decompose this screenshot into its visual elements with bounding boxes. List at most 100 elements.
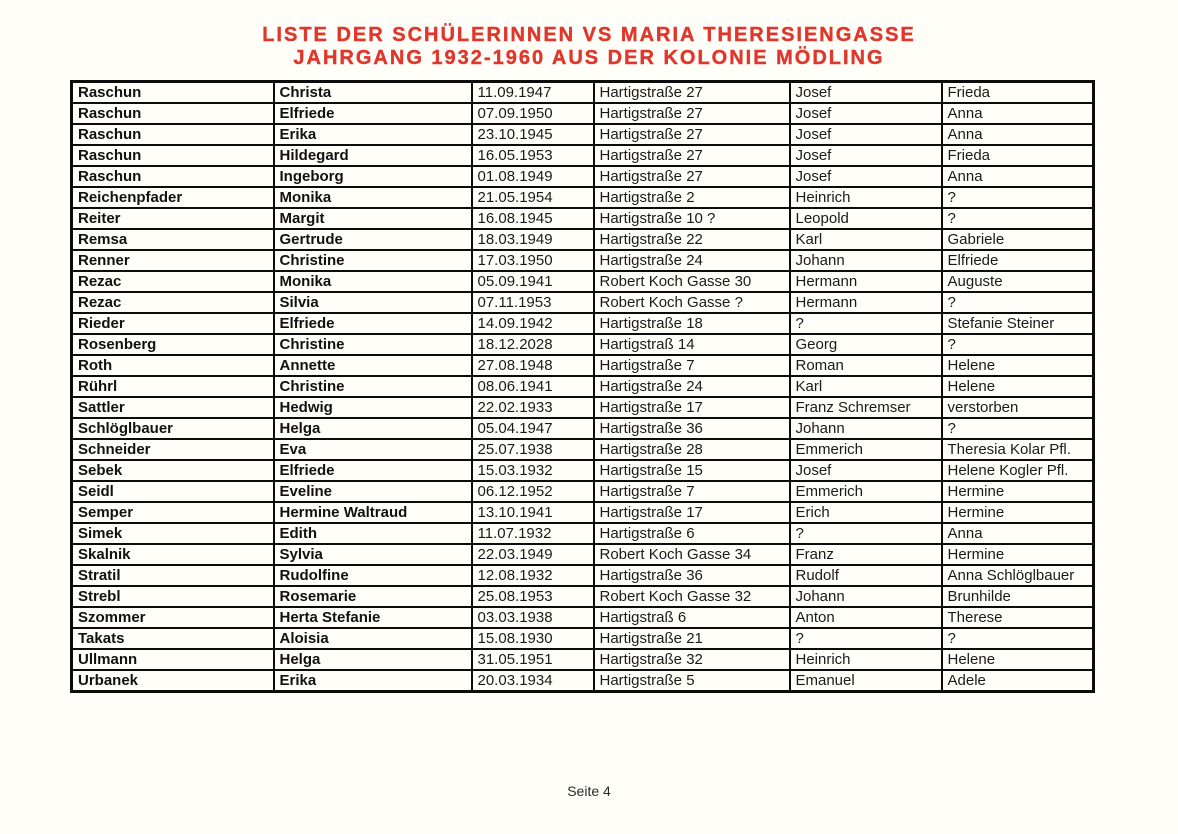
cell-first_name: Helga [272,417,473,440]
table-row: Takats Aloisia 15.08.1930 Hartigstraße 21?? [70,627,1095,650]
cell-father: ? [788,522,943,545]
cell-last_name: Rieder [70,312,275,335]
cell-address: Hartigstraße 7 [592,354,791,377]
cell-father: Anton [788,606,943,629]
cell-mother: ? [940,417,1095,440]
cell-last_name: Reiter [70,207,275,230]
cell-birth_date: 14.09.1942 [470,312,595,335]
cell-first_name: Elfriede [272,312,473,335]
cell-address: Hartigstraße 27 [592,123,791,146]
cell-first_name: Aloisia [272,627,473,650]
cell-last_name: Urbanek [70,669,275,693]
cell-birth_date: 08.06.1941 [470,375,595,398]
table-row: Raschun Erika 23.10.1945 Hartigstraße 27 Jos… [70,123,1095,146]
cell-first_name: Rosemarie [272,585,473,608]
page-title: LISTE DER SCHÜLERINNEN VS MARIA THERESIE… [0,24,1178,70]
cell-mother: Anna [940,165,1095,188]
cell-birth_date: 22.03.1949 [470,543,595,566]
cell-father: Josef [788,165,943,188]
cell-mother: ? [940,186,1095,209]
table-row: Rührl Christine 08.06.1941 Hartigstraße 24 K… [70,375,1095,398]
cell-first_name: Edith [272,522,473,545]
cell-first_name: Eveline [272,480,473,503]
cell-address: Hartigstraße 36 [592,564,791,587]
cell-first_name: Christa [272,80,473,104]
cell-birth_date: 31.05.1951 [470,648,595,671]
cell-father: Johann [788,249,943,272]
cell-father: Josef [788,102,943,125]
cell-last_name: Schlöglbauer [70,417,275,440]
cell-birth_date: 16.08.1945 [470,207,595,230]
table-row: Raschun Hildegard 16.05.1953 Hartigstraße 2… [70,144,1095,167]
cell-last_name: Takats [70,627,275,650]
cell-mother: verstorben [940,396,1095,419]
cell-mother: Helene [940,375,1095,398]
cell-last_name: Szommer [70,606,275,629]
cell-first_name: Christine [272,249,473,272]
cell-mother: Hermine [940,480,1095,503]
cell-address: Hartigstraße 17 [592,396,791,419]
table-row: Schneider Eva 25.07.1938 Hartigstraße 28 Emm… [70,438,1095,461]
cell-first_name: Monika [272,270,473,293]
cell-first_name: Hermine Waltraud [272,501,473,524]
cell-father: Erich [788,501,943,524]
cell-address: Hartigstraße 21 [592,627,791,650]
cell-first_name: Herta Stefanie [272,606,473,629]
cell-address: Hartigstraße 27 [592,102,791,125]
cell-mother: Anna [940,102,1095,125]
table-row: Sebek Elfriede 15.03.1932 Hartigstraße 15 Jo… [70,459,1095,482]
student-table: Raschun Christa 11.09.1947 Hartigstraße 27 J… [70,80,1095,693]
cell-mother: ? [940,333,1095,356]
cell-last_name: Rezac [70,270,275,293]
cell-first_name: Hildegard [272,144,473,167]
table-row: Reichenpfader Monika 21.05.1954 Hartigstraß… [70,186,1095,209]
cell-first_name: Silvia [272,291,473,314]
cell-father: Rudolf [788,564,943,587]
table-row: Skalnik Sylvia 22.03.1949 Robert Koch Gasse… [70,543,1095,566]
cell-birth_date: 11.09.1947 [470,80,595,104]
cell-address: Hartigstraße 27 [592,144,791,167]
table-row: Roth Annette 27.08.1948 Hartigstraße 7 Roman… [70,354,1095,377]
cell-address: Hartigstraße 28 [592,438,791,461]
cell-last_name: Strebl [70,585,275,608]
cell-mother: Hermine [940,501,1095,524]
table-row: Sattler Hedwig 22.02.1933 Hartigstraße 17 Fr… [70,396,1095,419]
cell-address: Hartigstraße 18 [592,312,791,335]
cell-first_name: Hedwig [272,396,473,419]
cell-father: Franz Schremser [788,396,943,419]
cell-birth_date: 03.03.1938 [470,606,595,629]
table-row: Raschun Ingeborg 01.08.1949 Hartigstraße 27… [70,165,1095,188]
cell-first_name: Rudolfine [272,564,473,587]
cell-birth_date: 13.10.1941 [470,501,595,524]
cell-birth_date: 07.11.1953 [470,291,595,314]
cell-birth_date: 11.07.1932 [470,522,595,545]
cell-address: Robert Koch Gasse 34 [592,543,791,566]
page-title-line1: LISTE DER SCHÜLERINNEN VS MARIA THERESIE… [262,24,916,46]
cell-first_name: Christine [272,333,473,356]
cell-address: Hartigstraße 6 [592,522,791,545]
cell-address: Hartigstraße 27 [592,80,791,104]
cell-birth_date: 18.12.2028 [470,333,595,356]
cell-first_name: Annette [272,354,473,377]
table-row: Seidl Eveline 06.12.1952 Hartigstraße 7 Emme… [70,480,1095,503]
cell-father: Roman [788,354,943,377]
cell-father: Karl [788,375,943,398]
cell-birth_date: 21.05.1954 [470,186,595,209]
cell-birth_date: 25.08.1953 [470,585,595,608]
cell-address: Hartigstraße 32 [592,648,791,671]
cell-mother: Brunhilde [940,585,1095,608]
cell-last_name: Sattler [70,396,275,419]
cell-father: Emanuel [788,669,943,693]
table-row: Ullmann Helga 31.05.1951 Hartigstraße 32 Hei… [70,648,1095,671]
cell-mother: Elfriede [940,249,1095,272]
cell-father: Josef [788,459,943,482]
cell-last_name: Seidl [70,480,275,503]
cell-mother: Therese [940,606,1095,629]
table-row: Rieder Elfriede 14.09.1942 Hartigstraße 18?… [70,312,1095,335]
cell-address: Hartigstraße 24 [592,249,791,272]
cell-birth_date: 16.05.1953 [470,144,595,167]
cell-last_name: Schneider [70,438,275,461]
cell-mother: ? [940,207,1095,230]
table-row: Szommer Herta Stefanie 03.03.1938 Hartigstr… [70,606,1095,629]
cell-last_name: Rührl [70,375,275,398]
